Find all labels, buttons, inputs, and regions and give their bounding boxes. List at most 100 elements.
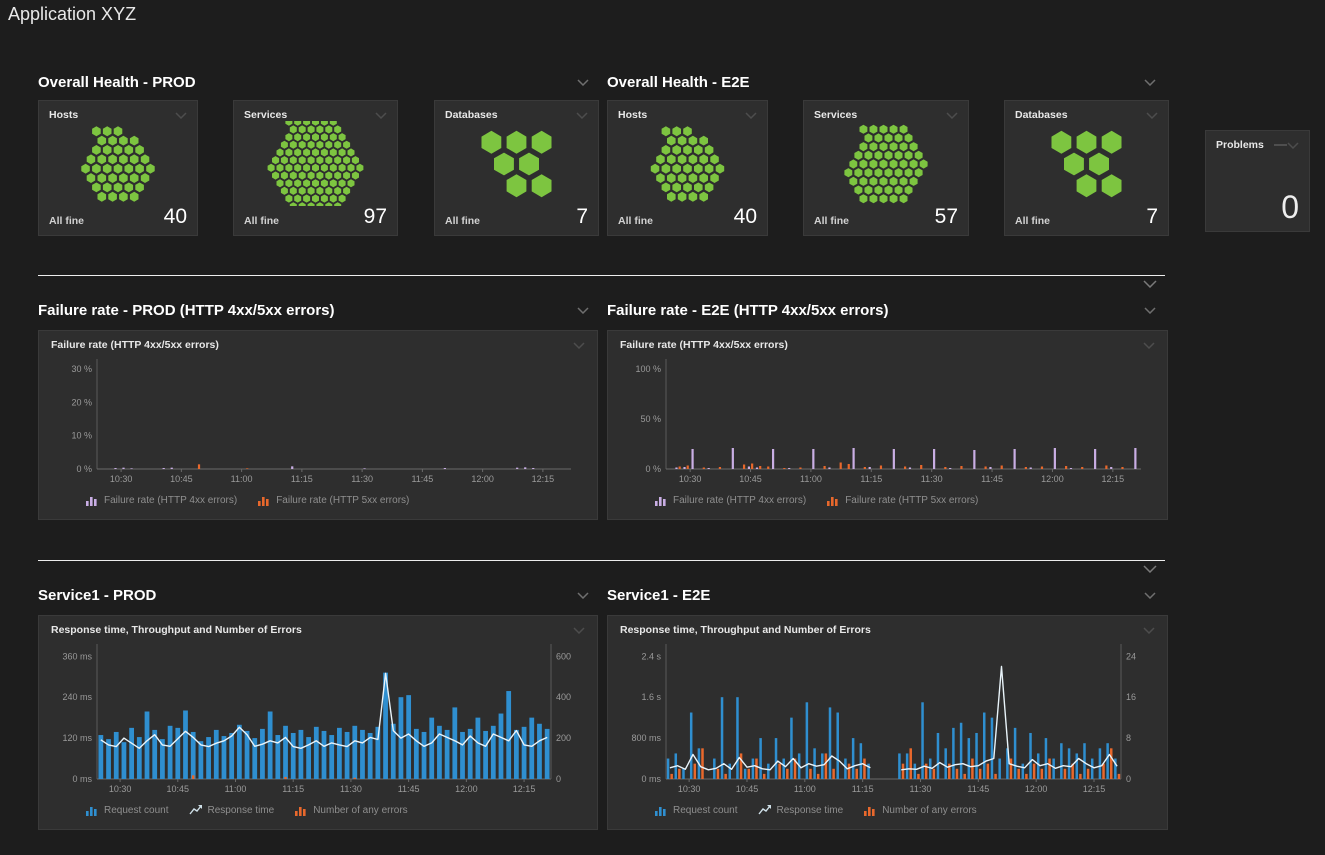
chevron-down-icon[interactable] bbox=[1144, 78, 1156, 86]
status-text: All fine bbox=[445, 215, 481, 227]
chevron-down-icon[interactable] bbox=[175, 111, 187, 119]
bar-chart-icon bbox=[864, 807, 875, 816]
svg-text:11:15: 11:15 bbox=[291, 474, 313, 484]
chevron-down-icon[interactable] bbox=[573, 341, 585, 349]
tile-label: Problems bbox=[1216, 139, 1264, 151]
bar-chart-icon bbox=[295, 807, 306, 816]
chevron-down-icon[interactable] bbox=[946, 111, 958, 119]
health-tile-services-prod[interactable]: Services All fine 97 bbox=[233, 100, 398, 236]
svg-text:0 %: 0 % bbox=[76, 464, 92, 474]
svg-text:12:15: 12:15 bbox=[532, 474, 555, 484]
legend-item[interactable]: Number of any errors bbox=[863, 804, 977, 816]
svg-text:12:00: 12:00 bbox=[471, 474, 494, 484]
chevron-down-icon[interactable] bbox=[1146, 111, 1158, 119]
health-tile-services-e2e[interactable]: Services All fine 57 bbox=[803, 100, 969, 236]
section-title: Failure rate - E2E (HTTP 4xx/5xx errors) bbox=[607, 301, 889, 319]
svg-text:12:15: 12:15 bbox=[513, 784, 536, 794]
chevron-down-icon[interactable] bbox=[576, 111, 588, 119]
chart-tile-failure-prod[interactable]: Failure rate (HTTP 4xx/5xx errors) 0 % 10… bbox=[38, 330, 598, 520]
chart-tile-failure-e2e[interactable]: Failure rate (HTTP 4xx/5xx errors) 0 % 50… bbox=[607, 330, 1168, 520]
chart-tile-service1-prod[interactable]: Response time, Throughput and Number of … bbox=[38, 615, 598, 830]
chart-canvas[interactable]: 0 % 50 % 100 % 10:30 10:45 11:00 11:15 11:30 11:… bbox=[620, 351, 1155, 489]
tile-label: Databases bbox=[445, 109, 498, 121]
chevron-down-icon[interactable] bbox=[745, 111, 757, 119]
svg-text:10:45: 10:45 bbox=[736, 784, 759, 794]
legend-item[interactable]: Number of any errors bbox=[294, 804, 408, 816]
legend: Request count Response time Number of any … bbox=[654, 799, 1155, 821]
chevron-down-icon[interactable] bbox=[1143, 565, 1157, 573]
tile-label: Hosts bbox=[618, 109, 648, 121]
status-text: All fine bbox=[244, 215, 280, 227]
hex-grid bbox=[1051, 130, 1122, 197]
svg-text:1.6 s: 1.6 s bbox=[641, 692, 661, 702]
legend-item[interactable]: Failure rate (HTTP 5xx errors) bbox=[826, 494, 978, 506]
chevron-down-icon[interactable] bbox=[573, 626, 585, 634]
legend-item[interactable]: Failure rate (HTTP 5xx errors) bbox=[257, 494, 409, 506]
status-text: All fine bbox=[814, 215, 850, 227]
svg-text:10:30: 10:30 bbox=[110, 474, 133, 484]
svg-text:50 %: 50 % bbox=[640, 414, 661, 424]
svg-text:24: 24 bbox=[1126, 651, 1136, 661]
chevron-down-icon[interactable] bbox=[1143, 626, 1155, 634]
line-chart-icon bbox=[757, 805, 771, 815]
svg-text:11:00: 11:00 bbox=[225, 784, 247, 794]
chevron-down-icon[interactable] bbox=[1144, 306, 1156, 314]
svg-text:16: 16 bbox=[1126, 692, 1136, 702]
health-tile-hosts-prod[interactable]: Hosts All fine 40 bbox=[38, 100, 198, 236]
chevron-down-icon[interactable] bbox=[1287, 141, 1299, 149]
chevron-down-icon[interactable] bbox=[577, 78, 589, 86]
chevron-down-icon[interactable] bbox=[577, 591, 589, 599]
chart-title: Failure rate (HTTP 4xx/5xx errors) bbox=[51, 339, 219, 351]
legend-item[interactable]: Failure rate (HTTP 4xx errors) bbox=[85, 494, 237, 506]
section-header-overall-health-prod: Overall Health - PROD bbox=[38, 71, 589, 93]
bar-chart-icon bbox=[655, 497, 666, 506]
legend: Failure rate (HTTP 4xx errors) Failure ra… bbox=[85, 489, 585, 511]
trend-placeholder bbox=[1273, 144, 1287, 146]
chart-canvas[interactable]: 0 % 10 % 20 % 30 % 10:30 10:45 11:00 11:15 11:30… bbox=[51, 351, 585, 489]
svg-text:12:00: 12:00 bbox=[455, 784, 478, 794]
chevron-down-icon[interactable] bbox=[577, 306, 589, 314]
section-title: Overall Health - PROD bbox=[38, 73, 196, 91]
svg-text:20 %: 20 % bbox=[71, 397, 92, 407]
svg-text:11:00: 11:00 bbox=[800, 474, 822, 484]
chart-canvas[interactable]: 0 ms 800 ms 1.6 s 2.4 s 0 8 16 24 10:30 10:45 11:0… bbox=[620, 636, 1155, 799]
chevron-down-icon[interactable] bbox=[1143, 280, 1157, 288]
tile-label: Databases bbox=[1015, 109, 1068, 121]
svg-text:100 %: 100 % bbox=[635, 364, 661, 374]
svg-text:11:45: 11:45 bbox=[981, 474, 1003, 484]
legend-item[interactable]: Response time bbox=[188, 804, 274, 816]
legend-label: Failure rate (HTTP 4xx errors) bbox=[673, 494, 807, 506]
count-value: 7 bbox=[576, 205, 588, 228]
health-tile-hosts-e2e[interactable]: Hosts All fine 40 bbox=[607, 100, 768, 236]
svg-text:11:30: 11:30 bbox=[910, 784, 932, 794]
health-tile-databases-e2e[interactable]: Databases All fine 7 bbox=[1004, 100, 1169, 236]
bar-chart-icon bbox=[827, 497, 838, 506]
svg-text:0 ms: 0 ms bbox=[641, 774, 661, 784]
section-title: Overall Health - E2E bbox=[607, 73, 750, 91]
health-tile-databases-prod[interactable]: Databases All fine 7 bbox=[434, 100, 599, 236]
chevron-down-icon[interactable] bbox=[1144, 591, 1156, 599]
legend-item[interactable]: Request count bbox=[85, 804, 169, 816]
svg-text:12:00: 12:00 bbox=[1025, 784, 1048, 794]
count-value: 97 bbox=[363, 205, 387, 228]
svg-text:12:15: 12:15 bbox=[1102, 474, 1125, 484]
chart-tile-service1-e2e[interactable]: Response time, Throughput and Number of … bbox=[607, 615, 1168, 830]
svg-text:800 ms: 800 ms bbox=[631, 733, 661, 743]
status-text: All fine bbox=[618, 215, 654, 227]
svg-text:11:30: 11:30 bbox=[921, 474, 943, 484]
chart-canvas[interactable]: 0 ms 120 ms 240 ms 360 ms 0 200 400 600 10:30 10:… bbox=[51, 636, 585, 799]
divider bbox=[38, 275, 1165, 276]
chevron-down-icon[interactable] bbox=[375, 111, 387, 119]
problems-tile[interactable]: Problems 0 bbox=[1205, 130, 1310, 232]
svg-text:11:30: 11:30 bbox=[351, 474, 373, 484]
tile-label: Services bbox=[814, 109, 858, 121]
section-header-service1-e2e: Service1 - E2E bbox=[607, 584, 1156, 606]
svg-text:200: 200 bbox=[556, 733, 571, 743]
svg-text:10:45: 10:45 bbox=[167, 784, 190, 794]
legend-item[interactable]: Failure rate (HTTP 4xx errors) bbox=[654, 494, 806, 506]
legend-item[interactable]: Request count bbox=[654, 804, 738, 816]
chevron-down-icon[interactable] bbox=[1143, 341, 1155, 349]
section-title: Service1 - E2E bbox=[607, 586, 711, 604]
legend-item[interactable]: Response time bbox=[757, 804, 843, 816]
